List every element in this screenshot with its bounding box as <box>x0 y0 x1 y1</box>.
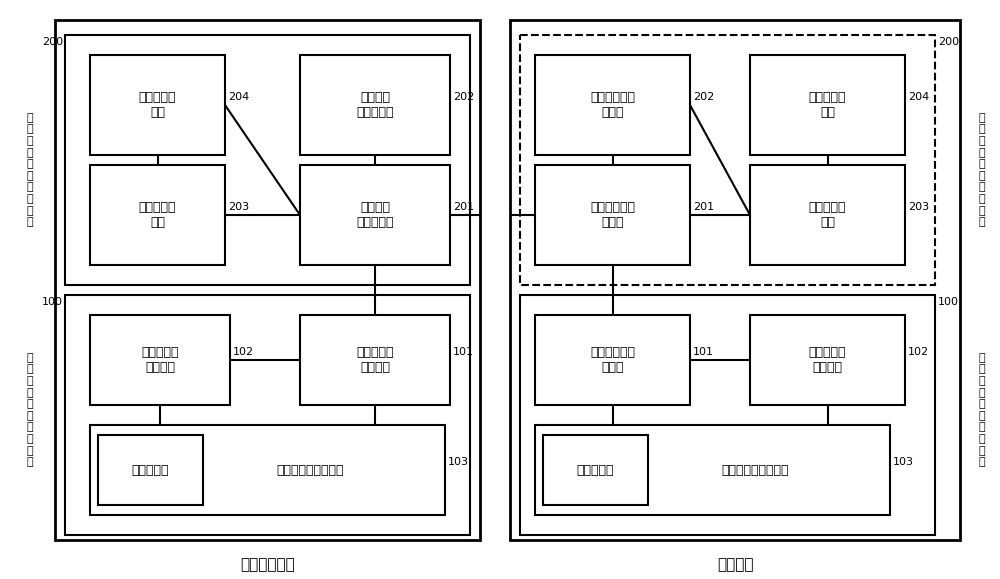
Text: 100: 100 <box>938 297 959 307</box>
Text: 决策功能子
模块: 决策功能子 模块 <box>809 201 846 229</box>
Text: 101: 101 <box>453 347 474 357</box>
Bar <box>520 295 935 535</box>
Text: 100: 100 <box>42 297 63 307</box>
Bar <box>750 55 905 155</box>
Text: 204: 204 <box>228 92 249 102</box>
Text: 一
般
节
点
服
务
功
能
模
块: 一 般 节 点 服 务 功 能 模 块 <box>27 353 33 467</box>
Bar <box>65 35 470 285</box>
Text: 组件注册表: 组件注册表 <box>576 464 614 477</box>
Text: 微云簇头节点: 微云簇头节点 <box>240 558 295 573</box>
Text: 103: 103 <box>893 457 914 467</box>
Bar <box>90 165 225 265</box>
Text: 203: 203 <box>908 202 929 212</box>
Text: 组件管理功能子模块: 组件管理功能子模块 <box>276 464 344 477</box>
Bar <box>535 165 690 265</box>
Bar <box>520 35 935 285</box>
Text: 102: 102 <box>908 347 929 357</box>
Text: 设备监测功
能子模块: 设备监测功 能子模块 <box>809 346 846 374</box>
Text: 设备监测功
能子模块: 设备监测功 能子模块 <box>141 346 179 374</box>
Bar <box>55 20 480 540</box>
Text: 203: 203 <box>228 202 249 212</box>
Text: 节点管理功能
子模块: 节点管理功能 子模块 <box>590 201 635 229</box>
Text: 组件注册功能
子模块: 组件注册功能 子模块 <box>590 91 635 119</box>
Text: 节点代理功能
子模块: 节点代理功能 子模块 <box>590 346 635 374</box>
Text: 202: 202 <box>693 92 714 102</box>
Bar <box>90 315 230 405</box>
Text: 微
云
簇
头
服
务
功
能
模
块: 微 云 簇 头 服 务 功 能 模 块 <box>979 113 985 227</box>
Text: 201: 201 <box>693 202 714 212</box>
Bar <box>90 55 225 155</box>
Bar <box>750 315 905 405</box>
Text: 201: 201 <box>453 202 474 212</box>
Text: 节点代理功
能子模块: 节点代理功 能子模块 <box>356 346 394 374</box>
Bar <box>90 425 445 515</box>
Text: 节点管理
功能子模块: 节点管理 功能子模块 <box>356 201 394 229</box>
Text: 102: 102 <box>233 347 254 357</box>
Bar <box>535 55 690 155</box>
Text: 分配功能子
模块: 分配功能子 模块 <box>139 91 176 119</box>
Text: 组件管理功能子模块: 组件管理功能子模块 <box>721 464 789 477</box>
Text: 一般节点: 一般节点 <box>717 558 753 573</box>
Bar <box>300 55 450 155</box>
Text: 202: 202 <box>453 92 474 102</box>
Bar <box>510 20 960 540</box>
Bar <box>535 425 890 515</box>
Bar <box>65 295 470 535</box>
Text: 微
云
簇
头
服
务
功
能
模
块: 微 云 簇 头 服 务 功 能 模 块 <box>27 113 33 227</box>
Text: 组件注册表: 组件注册表 <box>131 464 169 477</box>
Text: 决策功能子
模块: 决策功能子 模块 <box>139 201 176 229</box>
Bar <box>300 315 450 405</box>
Text: 分配功能子
模块: 分配功能子 模块 <box>809 91 846 119</box>
Text: 一
般
节
点
服
务
功
能
模
块: 一 般 节 点 服 务 功 能 模 块 <box>979 353 985 467</box>
Bar <box>98 435 203 505</box>
Text: 103: 103 <box>448 457 469 467</box>
Bar <box>543 435 648 505</box>
Bar <box>750 165 905 265</box>
Text: 200: 200 <box>42 37 63 47</box>
Text: 组件注册
功能子模块: 组件注册 功能子模块 <box>356 91 394 119</box>
Text: 200: 200 <box>938 37 959 47</box>
Bar <box>535 315 690 405</box>
Bar <box>300 165 450 265</box>
Text: 204: 204 <box>908 92 929 102</box>
Text: 101: 101 <box>693 347 714 357</box>
